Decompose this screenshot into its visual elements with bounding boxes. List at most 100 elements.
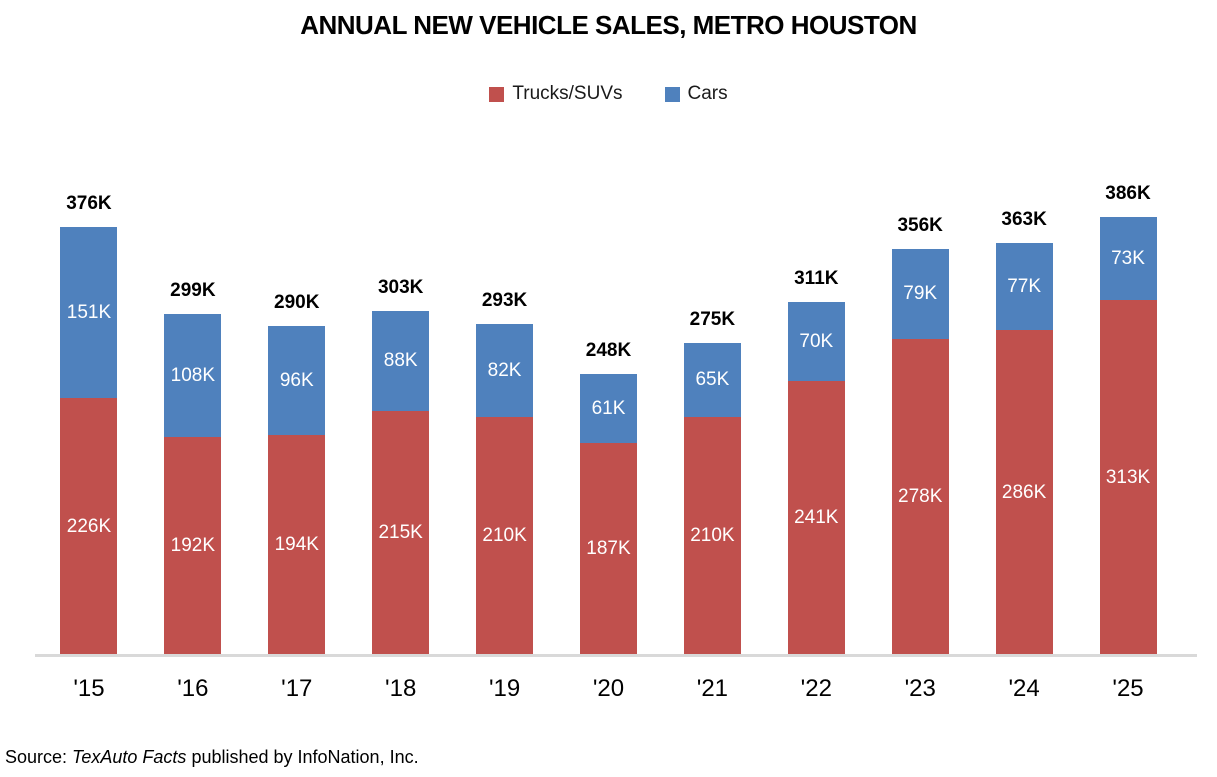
stacked-bar: 88K 215K <box>372 311 430 655</box>
x-axis-tick-label: '18 <box>385 675 417 702</box>
bar-column-21: 275K 65K 210K <box>660 158 764 655</box>
x-axis-labels: '15 '16 '17 '18 '19 '20 '21 '22 '23 '24 '25 <box>37 675 1180 703</box>
legend-label-trucks-suvs: Trucks/SUVs <box>512 83 623 104</box>
trucks-suvs-segment: 194K <box>268 435 326 655</box>
total-label: 303K <box>377 277 424 298</box>
cars-segment: 65K <box>683 343 741 417</box>
bar-column-20: 248K 61K 187K <box>557 158 661 655</box>
x-axis-tick-label: '16 <box>177 675 209 702</box>
stacked-bar: 79K 278K <box>891 249 949 655</box>
segment-value-label: 241K <box>794 507 839 528</box>
stacked-bar: 65K 210K <box>683 343 741 655</box>
total-label: 311K <box>794 268 839 289</box>
x-axis-tick-label: '21 <box>696 675 729 702</box>
total-label: 356K <box>897 215 943 236</box>
stacked-bar: 70K 241K <box>787 302 845 655</box>
bar-column-25: 386K 73K 313K <box>1076 158 1180 655</box>
segment-value-label: 286K <box>1001 481 1047 503</box>
legend: Trucks/SUVs Cars <box>0 83 1217 105</box>
trucks-suvs-segment: 313K <box>1099 300 1157 655</box>
source-prefix: Source: <box>5 747 73 767</box>
trucks-suvs-swatch-icon <box>489 86 505 102</box>
stacked-bar: 61K 187K <box>579 374 637 655</box>
x-axis-tick-label: '19 <box>488 675 521 702</box>
x-axis-tick-label: '22 <box>800 675 832 702</box>
chart-title: ANNUAL NEW VEHICLE SALES, METRO HOUSTON <box>300 10 917 40</box>
plot-area: 376K 151K 226K 299K 108K 192K 290K 96K 194K 303K 8… <box>37 158 1180 655</box>
segment-value-label: 210K <box>690 525 735 546</box>
cars-segment: 61K <box>579 374 637 443</box>
stacked-bar: 108K 192K <box>164 314 222 655</box>
segment-value-label: 313K <box>1105 466 1151 488</box>
x-axis-tick-label: '17 <box>281 675 313 702</box>
bar-column-17: 290K 96K 194K <box>245 158 349 655</box>
bar-column-18: 303K 88K 215K <box>349 158 453 655</box>
stacked-bar: 151K 226K <box>60 227 118 655</box>
segment-value-label: 108K <box>170 364 216 386</box>
total-label: 293K <box>481 290 528 311</box>
trucks-suvs-segment: 187K <box>579 443 637 655</box>
cars-segment: 79K <box>891 249 949 339</box>
bar-column-19: 293K 82K 210K <box>453 158 557 655</box>
total-label: 386K <box>1105 183 1151 204</box>
trucks-suvs-segment: 215K <box>372 411 430 655</box>
trucks-suvs-segment: 192K <box>164 437 222 655</box>
trucks-suvs-segment: 241K <box>787 381 845 655</box>
stacked-bar: 82K 210K <box>476 324 534 655</box>
trucks-suvs-segment: 226K <box>60 398 118 655</box>
segment-value-label: 194K <box>274 534 319 555</box>
trucks-suvs-segment: 278K <box>891 339 949 655</box>
trucks-suvs-segment: 210K <box>683 417 741 655</box>
segment-value-label: 65K <box>695 369 730 390</box>
bar-column-23: 356K 79K 278K <box>868 158 972 655</box>
source-publication: TexAuto Facts <box>72 747 187 767</box>
segment-value-label: 96K <box>279 369 314 391</box>
segment-value-label: 77K <box>1007 275 1042 297</box>
cars-swatch-icon <box>664 86 680 102</box>
total-label: 299K <box>170 280 216 301</box>
source-suffix: published by InfoNation, Inc. <box>186 747 419 767</box>
legend-label-cars: Cars <box>687 83 728 104</box>
segment-value-label: 61K <box>591 397 626 419</box>
stacked-bar: 96K 194K <box>268 326 326 655</box>
total-label: 275K <box>689 309 736 330</box>
stacked-bar: 73K 313K <box>1099 217 1157 655</box>
x-axis-tick-label: '20 <box>592 675 625 702</box>
segment-value-label: 210K <box>482 525 527 546</box>
total-label: 363K <box>1001 209 1047 230</box>
cars-segment: 108K <box>164 314 222 437</box>
cars-segment: 77K <box>995 243 1053 330</box>
segment-value-label: 88K <box>383 350 418 371</box>
bar-column-22: 311K 70K 241K <box>764 158 868 655</box>
segment-value-label: 79K <box>903 283 938 304</box>
total-label: 376K <box>66 193 112 214</box>
segment-value-label: 70K <box>799 330 834 352</box>
total-label: 248K <box>585 340 632 361</box>
segment-value-label: 82K <box>487 359 522 381</box>
bar-column-16: 299K 108K 192K <box>141 158 245 655</box>
legend-item-trucks-suvs: Trucks/SUVs <box>489 83 623 105</box>
trucks-suvs-segment: 210K <box>476 417 534 655</box>
x-axis-tick-label: '23 <box>904 675 936 702</box>
segment-value-label: 73K <box>1111 247 1145 269</box>
cars-segment: 96K <box>268 326 326 435</box>
cars-segment: 73K <box>1099 217 1157 300</box>
x-axis-line <box>35 654 1197 657</box>
segment-value-label: 278K <box>898 486 943 507</box>
x-axis-tick-label: '24 <box>1008 675 1040 702</box>
bar-column-15: 376K 151K 226K <box>37 158 141 655</box>
segment-value-label: 215K <box>378 522 423 543</box>
segment-value-label: 192K <box>170 535 216 556</box>
legend-item-cars: Cars <box>664 83 728 105</box>
cars-segment: 70K <box>787 302 845 381</box>
cars-segment: 88K <box>372 311 430 411</box>
trucks-suvs-segment: 286K <box>995 330 1053 655</box>
cars-segment: 82K <box>476 324 534 417</box>
bar-column-24: 363K 77K 286K <box>972 158 1076 655</box>
x-axis-tick-label: '15 <box>73 675 105 702</box>
segment-value-label: 151K <box>66 301 112 323</box>
cars-segment: 151K <box>60 227 118 398</box>
segment-value-label: 226K <box>66 515 112 537</box>
segment-value-label: 187K <box>586 538 631 559</box>
